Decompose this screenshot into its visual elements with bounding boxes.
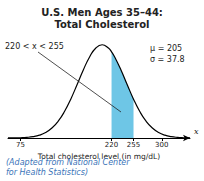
svg-text:Total Cholesterol: Total Cholesterol	[54, 19, 149, 30]
svg-text:300: 300	[155, 141, 168, 149]
svg-text:(Adapted from National Center: (Adapted from National Center	[6, 158, 130, 167]
svg-text:75: 75	[16, 141, 25, 149]
svg-text:220: 220	[105, 141, 118, 149]
svg-text:255: 255	[127, 141, 140, 149]
svg-text:σ = 37.8: σ = 37.8	[150, 55, 185, 64]
svg-text:for Health Statistics): for Health Statistics)	[6, 168, 88, 177]
svg-text:x: x	[194, 127, 199, 136]
svg-text:U.S. Men Ages 35–44:: U.S. Men Ages 35–44:	[41, 7, 163, 18]
svg-text:220 < x < 255: 220 < x < 255	[5, 42, 64, 51]
svg-text:μ = 205: μ = 205	[150, 44, 182, 53]
